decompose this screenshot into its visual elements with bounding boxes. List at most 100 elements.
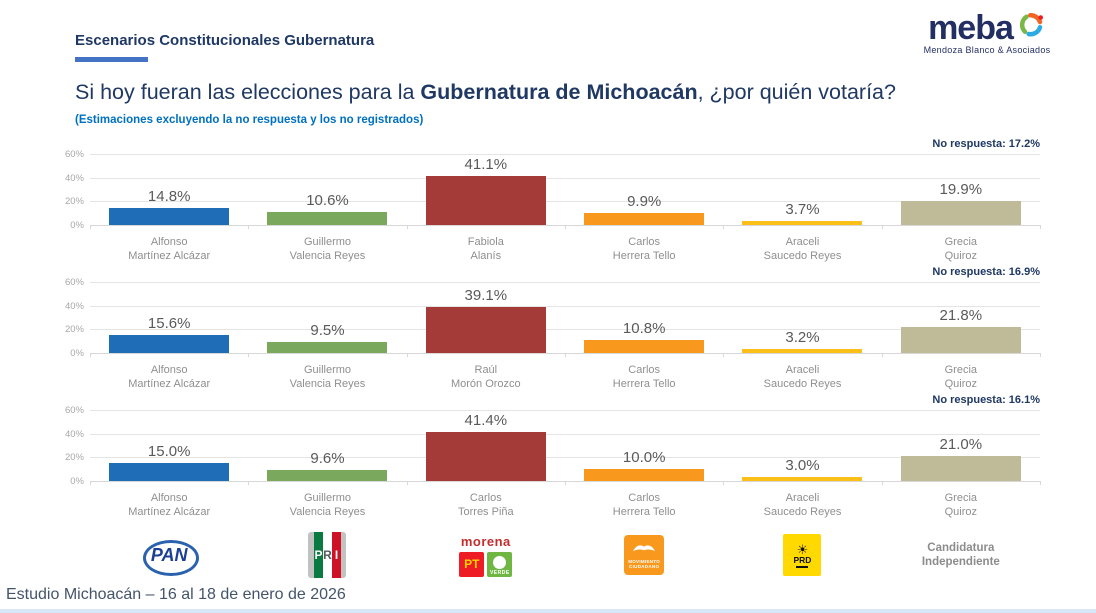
bar-pan bbox=[109, 207, 230, 225]
bar-morena bbox=[425, 432, 546, 481]
x-axis-tick bbox=[406, 225, 408, 229]
verde-party-logo: VERDE bbox=[487, 551, 513, 577]
candidate-name: Grecia Quiroz bbox=[882, 364, 1040, 391]
y-axis-tick-label: 0% bbox=[70, 220, 84, 231]
gridline bbox=[90, 201, 1040, 203]
verde-logo-text: VERDE bbox=[489, 569, 510, 576]
title-pre: Si hoy fueran las elecciones para la bbox=[75, 80, 421, 104]
candidate-name: Alfonso Martínez Alcázar bbox=[90, 236, 248, 263]
pan-logo-text: PAN bbox=[150, 544, 188, 565]
bar-value-label: 14.8% bbox=[147, 187, 191, 205]
bar-column: 21.8% bbox=[882, 282, 1040, 354]
candidate-name-line: Valencia Reyes bbox=[289, 377, 366, 390]
candidate-name-line: Araceli bbox=[785, 236, 820, 248]
bar-morena bbox=[425, 306, 546, 353]
candidate-name-line: Grecia bbox=[944, 364, 978, 376]
pan-logo-ring bbox=[143, 540, 200, 576]
bar-column: 15.0% bbox=[90, 410, 248, 482]
candidate-name-line: Martínez Alcázar bbox=[128, 505, 211, 518]
bar-value-label: 9.5% bbox=[310, 321, 345, 339]
bar-value-label: 15.6% bbox=[147, 314, 191, 332]
x-axis-tick bbox=[406, 353, 408, 357]
prd-sun-icon: ☀ bbox=[796, 541, 809, 557]
candidate-name: Guillermo Valencia Reyes bbox=[248, 492, 406, 519]
bar-prd bbox=[742, 220, 863, 225]
x-axis-tick bbox=[723, 225, 725, 229]
candidate-name-line: Araceli bbox=[785, 364, 820, 376]
y-axis-tick-label: 20% bbox=[64, 196, 84, 208]
bar-mc bbox=[584, 340, 705, 353]
candidate-name: Raúl Morón Orozco bbox=[407, 364, 565, 391]
plot-area: 14.8% 10.6% 41.1% 9.9% 3.7% 19.9% bbox=[90, 154, 1041, 229]
gridline bbox=[90, 410, 1040, 411]
bar-value-label: 41.4% bbox=[464, 412, 508, 430]
bar-value-label: 21.0% bbox=[939, 436, 983, 454]
y-axis-tick-label: 0% bbox=[70, 348, 84, 359]
candidate-name: Carlos Herrera Tello bbox=[565, 236, 723, 263]
plot-area: 15.6% 9.5% 39.1% 10.8% 3.2% 21.8% bbox=[90, 282, 1041, 357]
no-response-label: No respuesta: 17.2% bbox=[932, 138, 1040, 150]
x-axis-tick bbox=[881, 225, 883, 229]
x-axis-tick bbox=[248, 225, 250, 229]
gridline bbox=[90, 433, 1040, 435]
candidate-name-line: Torres Piña bbox=[458, 505, 514, 518]
candidate-name: Carlos Herrera Tello bbox=[565, 364, 723, 391]
candidate-name-line: Saucedo Reyes bbox=[763, 505, 842, 518]
legend-prd: ☀ PRD bbox=[723, 524, 881, 586]
gridline bbox=[90, 305, 1040, 307]
bar-value-label: 15.0% bbox=[147, 443, 191, 461]
morena-logo-text: morena bbox=[460, 533, 511, 549]
bar-pri bbox=[267, 341, 388, 353]
y-axis-tick-label: 20% bbox=[64, 324, 84, 336]
bar-independiente bbox=[900, 327, 1021, 353]
candidate-name-line: Morón Orozco bbox=[450, 377, 521, 390]
bar-pri bbox=[267, 212, 388, 225]
x-axis-tick bbox=[723, 353, 725, 357]
legend-pan: PAN bbox=[90, 524, 248, 586]
pri-logo-stripe: R bbox=[322, 532, 332, 578]
gridline bbox=[90, 329, 1040, 331]
candidate-name: Carlos Herrera Tello bbox=[565, 492, 723, 519]
candidate-name-line: Alfonso bbox=[150, 492, 188, 504]
gridline bbox=[90, 282, 1040, 283]
candidate-name: Araceli Saucedo Reyes bbox=[723, 364, 881, 391]
candidate-name-line: Carlos bbox=[469, 492, 502, 504]
y-axis-tick-label: 60% bbox=[64, 405, 84, 416]
mc-logo-text-line: CIUDADANO bbox=[629, 564, 660, 569]
section-kicker: Escenarios Constitucionales Gubernatura bbox=[75, 32, 375, 49]
x-axis-tick bbox=[1040, 353, 1041, 357]
bar-pan bbox=[109, 334, 230, 353]
bar-column: 10.0% bbox=[565, 410, 723, 482]
candidate-name-line: Carlos bbox=[628, 364, 661, 376]
meba-logo-icon bbox=[1016, 10, 1046, 45]
bar-value-label: 3.0% bbox=[785, 457, 820, 475]
candidate-name-line: Guillermo bbox=[303, 236, 352, 248]
meba-logo: meba Mendoza Blanco & Asociados bbox=[912, 8, 1062, 56]
candidate-name-line: Guillermo bbox=[303, 492, 352, 504]
pri-logo-stripe: I bbox=[331, 532, 341, 578]
bar-value-label: 3.2% bbox=[785, 329, 820, 347]
meba-logo-tagline: Mendoza Blanco & Asociados bbox=[923, 45, 1051, 55]
independent-label-line: Candidatura bbox=[927, 542, 995, 554]
morena-pt-verde-logo: morena PT VERDE bbox=[459, 533, 513, 577]
bar-column: 3.0% bbox=[723, 410, 881, 482]
candidate-name-line: Herrera Tello bbox=[612, 505, 676, 518]
x-axis-tick bbox=[406, 481, 408, 485]
candidate-name-line: Alfonso bbox=[150, 364, 188, 376]
no-response-label: No respuesta: 16.9% bbox=[932, 266, 1040, 278]
candidate-name-line: Saucedo Reyes bbox=[763, 377, 842, 390]
bar-prd bbox=[742, 477, 863, 481]
scenario-row: No respuesta: 16.1% 60% 40% 20% 0% 15.0% 9.6% 4… bbox=[0, 394, 1096, 522]
x-axis-tick bbox=[565, 481, 566, 485]
pt-party-logo: PT bbox=[459, 551, 485, 577]
bar-value-label: 10.8% bbox=[622, 320, 666, 338]
prd-logo-underline bbox=[796, 566, 809, 568]
candidate-name: Araceli Saucedo Reyes bbox=[723, 492, 881, 519]
x-axis-tick bbox=[565, 225, 566, 229]
candidate-name-line: Carlos bbox=[628, 492, 661, 504]
study-footnote: Estudio Michoacán – 16 al 18 de enero de… bbox=[6, 586, 346, 603]
legend-morena: morena PT VERDE bbox=[407, 524, 565, 586]
meba-logo-wordmark: meba bbox=[928, 8, 1014, 47]
scenario-row: No respuesta: 17.2% 60% 40% 20% 0% 14.8% 10.6%… bbox=[0, 138, 1096, 266]
